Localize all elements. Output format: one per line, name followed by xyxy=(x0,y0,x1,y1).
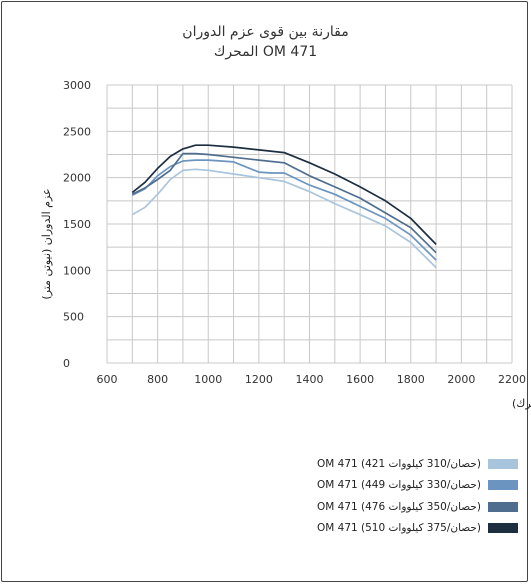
legend-swatch xyxy=(488,480,518,491)
legend-swatch xyxy=(488,501,518,512)
series-line-3 xyxy=(131,152,437,254)
y-tick-label: 1500 xyxy=(63,218,91,231)
legend-item: OM 471 (510 حصان/375 كيلووات) xyxy=(282,518,518,540)
legend-item: OM 471 (476 حصان/350 كيلووات) xyxy=(282,496,518,518)
x-tick-label: 1000 xyxy=(194,373,222,386)
legend-label: OM 471 (510 حصان/375 كيلووات) xyxy=(316,522,481,535)
x-tick-label: 1400 xyxy=(296,373,324,386)
y-axis-label: عزم الدوران (نيوتن متر) xyxy=(40,188,53,299)
y-tick-label: 1000 xyxy=(63,264,91,277)
y-tick-label: 2000 xyxy=(63,172,91,185)
x-tick-label: 1600 xyxy=(346,373,374,386)
y-tick-label: 2500 xyxy=(63,125,91,138)
legend-item: OM 471 (449 حصان/330 كيلووات) xyxy=(282,475,518,497)
series-line-2 xyxy=(131,159,437,261)
grid xyxy=(106,84,513,364)
x-tick-label: 2000 xyxy=(447,373,475,386)
x-tick-label: 1200 xyxy=(245,373,273,386)
series-lines xyxy=(131,144,437,269)
legend: OM 471 (421 حصان/310 كيلووات) OM 471 (44… xyxy=(282,453,518,539)
x-tick-label: 800 xyxy=(147,373,168,386)
legend-item: OM 471 (421 حصان/310 كيلووات) xyxy=(282,453,518,475)
legend-label: OM 471 (421 حصان/310 كيلووات) xyxy=(316,457,481,470)
x-tick-label: 600 xyxy=(97,373,118,386)
legend-swatch xyxy=(488,458,518,469)
chart-subtitle: المحرك OM 471 xyxy=(213,44,318,60)
y-tick-label: 3000 xyxy=(63,79,91,92)
y-tick-label: 0 xyxy=(63,357,70,370)
series-line-4 xyxy=(131,144,437,245)
x-axis-label: سرعة المحرك (عدد لفات المحرك) xyxy=(512,397,531,410)
legend-label: OM 471 (476 حصان/350 كيلووات) xyxy=(316,500,481,513)
series-line-1 xyxy=(131,168,437,269)
x-tick-label: 1800 xyxy=(397,373,425,386)
legend-swatch xyxy=(488,523,518,534)
chart-title: مقارنة بين قوى عزم الدوران xyxy=(182,24,349,40)
tick-labels: 600 800 1000 1200 1400 1600 1800 2000 2200 0 500 10… xyxy=(63,79,526,386)
legend-label: OM 471 (449 حصان/330 كيلووات) xyxy=(316,479,481,492)
x-tick-label: 2200 xyxy=(498,373,526,386)
y-tick-label: 500 xyxy=(63,311,84,324)
